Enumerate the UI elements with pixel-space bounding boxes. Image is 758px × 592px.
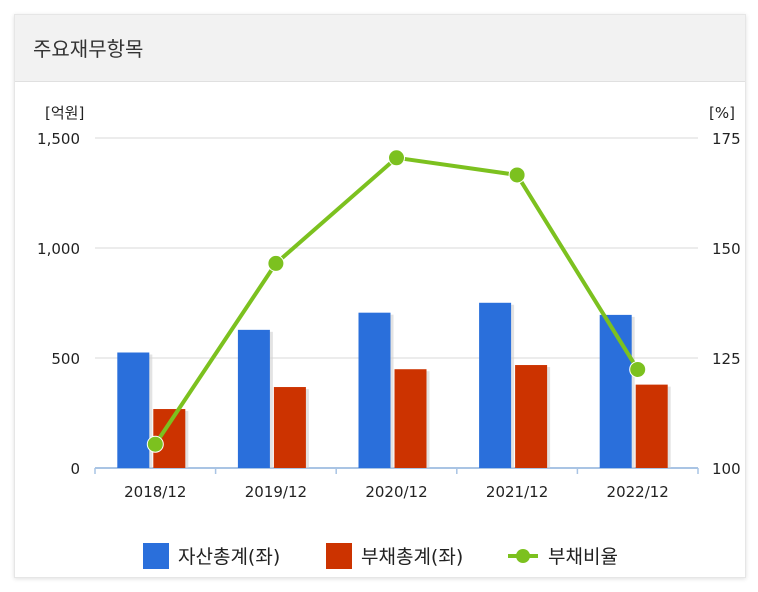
legend-label-total-liabilities: 부채총계(좌) (361, 546, 463, 568)
right-axis-unit: [%] (709, 104, 735, 122)
bar-total-liabilities (394, 369, 427, 468)
bar-total-assets (479, 302, 512, 468)
bar-total-assets (599, 314, 632, 468)
panel-header: 주요재무항목 (15, 15, 745, 82)
right-tick-label: 150 (712, 240, 741, 258)
legend-label-debt-ratio: 부채비율 (548, 546, 618, 568)
legend-swatch-total-assets (143, 543, 169, 569)
x-tick-label: 2018/12 (124, 483, 186, 501)
debt-ratio-point (267, 254, 285, 272)
debt-ratio-point (146, 435, 164, 453)
financial-summary-panel: 주요재무항목 (14, 14, 746, 578)
right-tick-label: 175 (712, 130, 741, 148)
bar-total-assets (237, 329, 270, 468)
bar-total-liabilities (273, 387, 306, 468)
x-tick-label: 2020/12 (365, 483, 427, 501)
legend-label-total-assets: 자산총계(좌) (178, 546, 280, 568)
legend-swatch-total-liabilities (326, 543, 352, 569)
panel-title: 주요재무항목 (33, 37, 144, 61)
right-tick-label: 100 (712, 460, 741, 478)
bar-total-liabilities (635, 384, 668, 468)
legend-marker-debt-ratio (516, 549, 530, 563)
bar-total-liabilities (515, 365, 548, 468)
x-tick-label: 2022/12 (607, 483, 669, 501)
debt-ratio-point (388, 149, 405, 167)
debt-ratio-point (629, 360, 647, 378)
left-tick-label: 0 (70, 460, 80, 478)
left-tick-label: 1,000 (37, 240, 80, 258)
left-tick-label: 1,500 (37, 130, 80, 148)
left-axis-unit: [억원] (45, 104, 84, 122)
debt-ratio-point (508, 166, 526, 184)
bar-total-assets (358, 312, 391, 468)
x-tick-label: 2019/12 (245, 483, 307, 501)
left-tick-label: 500 (51, 350, 80, 368)
right-tick-label: 125 (712, 350, 741, 368)
bar-total-assets (117, 352, 150, 468)
x-tick-label: 2021/12 (486, 483, 548, 501)
